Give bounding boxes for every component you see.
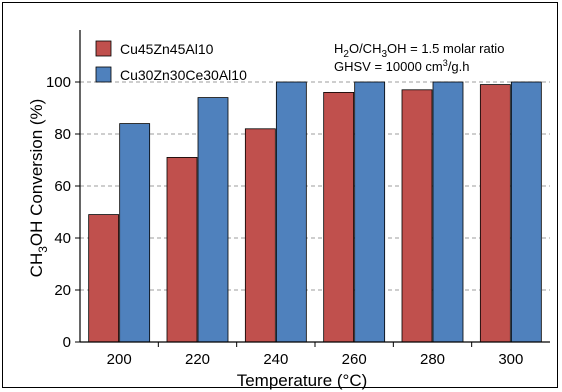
bar-series-2-240 xyxy=(275,81,307,343)
bar-series-1-260 xyxy=(323,92,355,343)
y-tick-label: 40 xyxy=(54,230,71,247)
y-tick-label: 0 xyxy=(63,334,71,351)
chart-frame xyxy=(2,2,558,388)
y-tick-label: 20 xyxy=(54,282,71,299)
legend: Cu45Zn45Al10 Cu30Zn30Ce30Al10 xyxy=(95,40,247,83)
y-tick-label: 100 xyxy=(46,74,71,91)
bar-series-1-220 xyxy=(166,156,198,343)
x-tick-label: 200 xyxy=(107,351,132,368)
bars xyxy=(88,81,542,343)
bar-series-1-200 xyxy=(88,214,120,343)
bar-series-2-260 xyxy=(354,81,386,343)
y-tick-label: 60 xyxy=(54,178,71,195)
bar-series-1-300 xyxy=(479,84,511,343)
legend-swatch-series-2 xyxy=(95,66,112,83)
x-tick-label: 260 xyxy=(342,351,367,368)
x-tick-label: 220 xyxy=(185,351,210,368)
x-tick-label: 240 xyxy=(263,351,288,368)
ghsv-annotation: GHSV = 10000 cm3/g.h xyxy=(334,58,469,74)
x-tick-labels: 200 220 240 260 280 300 xyxy=(107,342,523,368)
legend-label-series-2: Cu30Zn30Ce30Al10 xyxy=(120,67,247,83)
y-axis-title: CH3OH Conversion (%) xyxy=(27,99,50,278)
bar-series-2-280 xyxy=(432,81,464,343)
x-axis-title: Temperature (°C) xyxy=(237,371,368,390)
bar-series-2-220 xyxy=(197,97,229,343)
ratio-annotation: H2O/CH3OH = 1.5 molar ratio xyxy=(334,41,504,60)
gridlines xyxy=(80,81,550,291)
x-tick-label: 300 xyxy=(498,351,523,368)
x-tick-label: 280 xyxy=(420,351,445,368)
y-tick-labels: 0 20 40 60 80 100 xyxy=(46,74,80,351)
legend-label-series-1: Cu45Zn45Al10 xyxy=(120,41,214,57)
bar-series-1-240 xyxy=(244,128,276,343)
y-tick-label: 80 xyxy=(54,126,71,143)
bar-series-2-200 xyxy=(119,123,151,343)
legend-swatch-series-1 xyxy=(95,40,112,57)
bar-series-2-300 xyxy=(510,81,542,343)
bar-series-1-280 xyxy=(401,89,433,343)
